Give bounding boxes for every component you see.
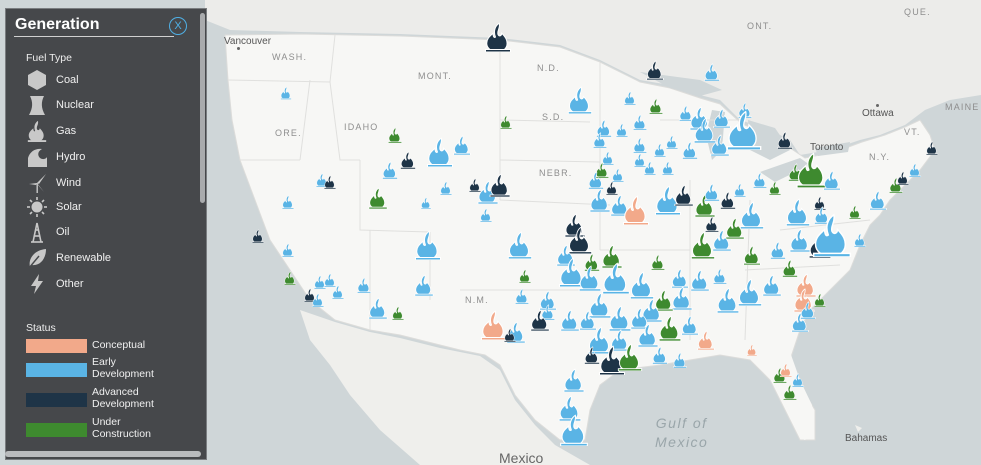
fuel-item-gas[interactable]: Gas <box>26 120 186 142</box>
fuel-label: Coal <box>56 74 79 86</box>
solar-icon <box>27 197 47 217</box>
legend-panel[interactable]: Generation X Fuel Type Coal Nuclear Gas … <box>5 8 207 460</box>
nuclear-icon <box>29 96 45 115</box>
fuel-item-nuclear[interactable]: Nuclear <box>26 94 186 116</box>
status-label: Conceptual <box>92 339 146 351</box>
status-heading: Status <box>26 322 56 334</box>
lake-erie <box>760 158 810 182</box>
place-label-sd: S.D. <box>542 112 565 122</box>
fuel-label: Solar <box>56 201 82 213</box>
fuel-item-renewable[interactable]: Renewable <box>26 247 186 269</box>
canada-region <box>205 0 981 155</box>
place-label-ont: ONT. <box>747 21 773 31</box>
horizontal-scrollbar[interactable] <box>5 451 201 457</box>
wind-icon <box>29 174 46 193</box>
place-label-mexico: Mexico <box>499 450 544 465</box>
bahamas-land <box>855 425 862 432</box>
oil-icon <box>31 222 43 243</box>
fuel-label: Gas <box>56 125 77 137</box>
status-label: Advanced Development <box>92 386 154 410</box>
status-swatch <box>26 393 87 407</box>
place-label-ny: N.Y. <box>869 152 891 162</box>
place-label-gulf-of-mexico: Gulf of Mexico <box>655 415 709 450</box>
place-label-mont: MONT. <box>418 71 452 81</box>
place-label-wash: WASH. <box>272 52 308 62</box>
close-button[interactable]: X <box>169 17 187 35</box>
status-label: Under Construction <box>92 416 151 440</box>
place-label-ore: ORE. <box>275 128 302 138</box>
hydro-icon <box>28 148 47 167</box>
fuel-label: Other <box>56 278 84 290</box>
vertical-scrollbar[interactable] <box>200 13 205 203</box>
place-label-toronto: Toronto <box>810 142 844 153</box>
coal-icon <box>28 70 46 90</box>
place-label-maine: MAINE <box>945 102 980 112</box>
place-label-bahamas: Bahamas <box>845 433 888 444</box>
city-dot <box>876 104 879 107</box>
place-label-nebr: NEBR. <box>539 168 573 178</box>
title-divider <box>14 36 174 37</box>
place-label-nm: N.M. <box>465 295 489 305</box>
status-swatch <box>26 363 87 377</box>
other-icon <box>31 274 43 294</box>
fuel-label: Renewable <box>56 252 112 264</box>
status-label: Early Development <box>92 356 154 380</box>
place-label-vancouver: Vancouver <box>224 36 272 47</box>
status-swatch <box>26 339 87 353</box>
fuel-label: Nuclear <box>56 99 94 111</box>
fuel-item-hydro[interactable]: Hydro <box>26 146 186 168</box>
fuel-label: Oil <box>56 226 70 238</box>
fuel-item-wind[interactable]: Wind <box>26 172 186 194</box>
renewable-icon <box>28 249 46 269</box>
place-label-que: QUE. <box>904 7 931 17</box>
fuel-item-coal[interactable]: Coal <box>26 69 186 91</box>
place-label-nd: N.D. <box>537 63 560 73</box>
fuel-item-solar[interactable]: Solar <box>26 196 186 218</box>
fuel-label: Wind <box>56 177 82 189</box>
fuel-type-heading: Fuel Type <box>26 52 72 64</box>
place-label-idaho: IDAHO <box>344 122 379 132</box>
mexico-region <box>300 310 590 465</box>
place-label-vt: VT. <box>904 127 921 137</box>
fuel-item-oil[interactable]: Oil <box>26 221 186 243</box>
status-swatch <box>26 423 87 437</box>
gas-icon <box>26 120 48 142</box>
lake-huron <box>748 120 790 160</box>
lake-ontario <box>815 142 850 156</box>
fuel-item-other[interactable]: Other <box>26 273 186 295</box>
fuel-label: Hydro <box>56 151 86 163</box>
legend-title: Generation <box>15 16 100 33</box>
city-dot <box>237 47 240 50</box>
place-label-ottawa: Ottawa <box>862 108 894 119</box>
